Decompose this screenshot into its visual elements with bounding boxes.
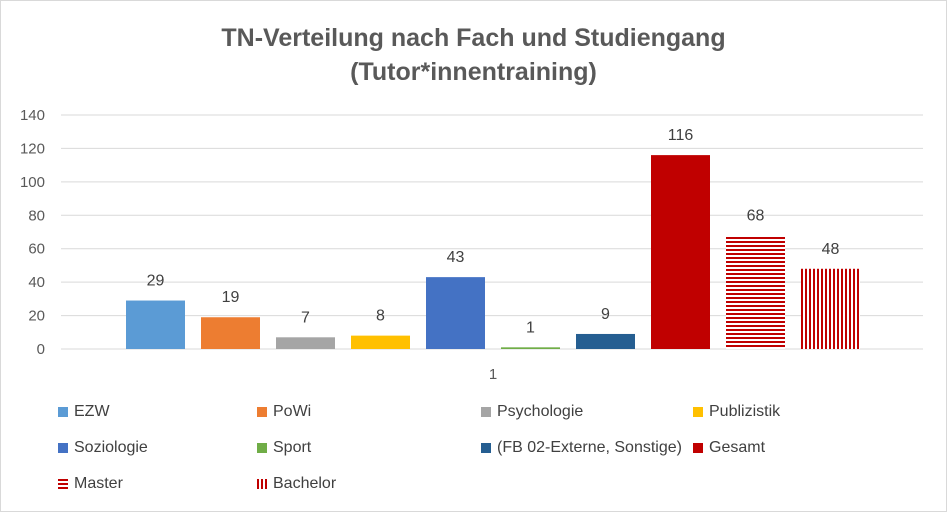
legend-label: EZW [74, 403, 110, 420]
legend-swatch [58, 443, 68, 453]
data-label: 19 [222, 289, 240, 306]
y-tick-label: 100 [20, 174, 45, 191]
y-tick-label: 40 [28, 274, 45, 291]
data-label: 9 [601, 306, 610, 323]
legend-item: Publizistik [693, 403, 780, 421]
legend-item: Soziologie [58, 439, 148, 457]
legend-item: Bachelor [257, 475, 336, 493]
bar-master [726, 235, 785, 349]
legend-label: Psychologie [497, 403, 584, 420]
legend-swatch [481, 407, 491, 417]
bar-psychologie [276, 337, 335, 349]
y-tick-label: 60 [28, 241, 45, 258]
data-label: 43 [447, 249, 465, 266]
legend-swatch [257, 479, 267, 489]
legend-swatch [693, 407, 703, 417]
legend-swatch [58, 479, 68, 489]
data-label: 29 [147, 273, 165, 290]
legend-swatch [257, 443, 267, 453]
bar-bachelor [801, 268, 860, 349]
y-tick-label: 120 [20, 140, 45, 157]
y-tick-label: 140 [20, 107, 45, 124]
bar-publizistik [351, 335, 410, 349]
legend-swatch [257, 407, 267, 417]
legend-label: PoWi [273, 403, 312, 420]
y-tick-label: 20 [28, 308, 45, 325]
chart-title-line-2: (Tutor*innentraining) [350, 58, 597, 86]
legend-item: Psychologie [481, 403, 583, 421]
legend-item: PoWi [257, 403, 311, 421]
bar-ezw [126, 300, 185, 349]
legend-label: Sport [273, 439, 312, 456]
data-label: 68 [747, 207, 765, 224]
bar-sport [501, 347, 560, 349]
bar-soziologie [426, 277, 485, 349]
legend-label: Gesamt [709, 439, 766, 456]
legend-item: Master [58, 475, 123, 493]
legend-label: (FB 02-Externe, Sonstige) [497, 439, 682, 456]
bar-powi [201, 317, 260, 349]
legend-item: EZW [58, 403, 110, 421]
legend-swatch [481, 443, 491, 453]
legend-label: Soziologie [74, 439, 148, 456]
chart-title-line-1: TN-Verteilung nach Fach und Studiengang [221, 24, 726, 52]
legend-item: Sport [257, 439, 311, 457]
bar-fb-02-externe-sonstige [576, 333, 635, 349]
legend-item: Gesamt [693, 439, 765, 457]
data-label: 7 [301, 309, 310, 326]
data-label: 8 [376, 308, 385, 325]
legend-swatch [693, 443, 703, 453]
legend-item: (FB 02-Externe, Sonstige) [481, 439, 682, 457]
legend-label: Master [74, 475, 123, 492]
data-label: 48 [822, 241, 840, 258]
y-tick-label: 80 [28, 207, 45, 224]
x-category-label: 1 [489, 366, 497, 383]
data-label: 1 [526, 319, 535, 336]
y-tick-label: 0 [37, 341, 45, 358]
data-label: 116 [668, 127, 694, 144]
bar-gesamt [651, 155, 710, 349]
legend-label: Bachelor [273, 475, 337, 492]
chart-title: TN-Verteilung nach Fach und Studiengang … [1, 21, 946, 89]
legend-label: Publizistik [709, 403, 781, 420]
legend-swatch [58, 407, 68, 417]
